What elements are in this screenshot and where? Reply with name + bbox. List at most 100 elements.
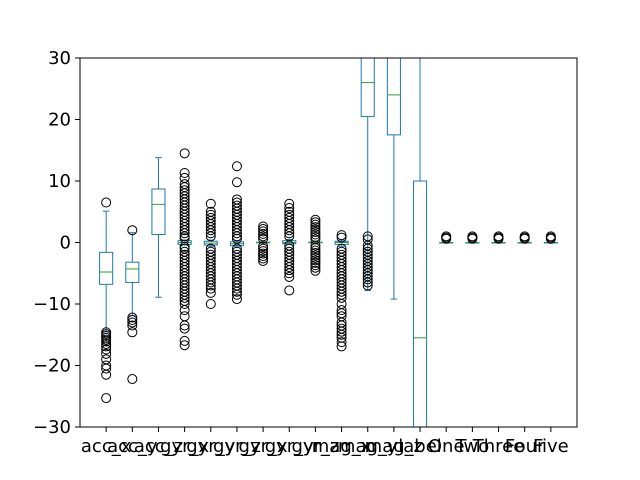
flier-point: [310, 262, 321, 273]
flier-point: [101, 369, 112, 380]
flier-point: [336, 286, 347, 297]
flier-point: [179, 311, 190, 322]
x-tick-label: acc_z: [134, 436, 183, 457]
x-tick-label: gyr_x: [239, 436, 288, 457]
flier-point: [310, 227, 321, 238]
flier-point: [258, 226, 269, 237]
flier-point: [336, 329, 347, 340]
flier-point: [258, 223, 269, 234]
flier-point: [127, 314, 138, 325]
x-tick-label: acc_x: [81, 436, 132, 457]
box-16: [517, 231, 532, 244]
flier-point: [336, 326, 347, 337]
x-tick-label: Three: [472, 436, 525, 457]
flier-point: [336, 341, 347, 352]
flier-point: [101, 197, 112, 208]
y-tick-label: 30: [48, 48, 71, 69]
box-10: [360, 58, 375, 291]
flier-point: [362, 277, 373, 288]
box-12: [413, 58, 428, 427]
flier-point: [258, 221, 269, 232]
flier-point: [284, 268, 295, 279]
flier-point: [258, 253, 269, 264]
flier-point: [101, 338, 112, 349]
box-15: [491, 231, 506, 244]
box-body: [99, 251, 114, 285]
flier-point: [519, 231, 530, 242]
flier-point: [231, 177, 242, 188]
flier-point: [231, 294, 242, 305]
flier-point: [205, 198, 216, 209]
y-tick-label: −20: [33, 356, 71, 377]
flier-point: [310, 265, 321, 276]
flier-point: [231, 289, 242, 300]
flier-point: [258, 246, 269, 257]
flier-point: [284, 271, 295, 282]
box-4: [203, 198, 218, 309]
flier-point: [101, 363, 112, 374]
x-tick-label: label: [398, 436, 442, 457]
x-tick-label: mag_x: [312, 436, 372, 457]
flier-point: [231, 161, 242, 172]
box-0: [99, 197, 114, 404]
flier-point: [179, 323, 190, 334]
box-body: [413, 180, 428, 427]
x-axis: acc_xacc_yacc_zgyr_xgyr_ygyr_zgyr_xgyr_y…: [81, 427, 569, 457]
flier-point: [310, 257, 321, 268]
flier-point: [310, 243, 321, 254]
flier-point: [258, 233, 269, 244]
flier-point: [179, 305, 190, 316]
flier-point: [284, 203, 295, 214]
flier-point: [310, 224, 321, 235]
flier-point: [179, 299, 190, 309]
x-tick-label: gyr_z: [213, 436, 261, 457]
flier-point: [205, 225, 216, 236]
box-17: [543, 231, 558, 244]
flier-point: [179, 335, 190, 346]
boxes-layer: [99, 58, 558, 427]
flier-point: [205, 299, 216, 309]
flier-point: [101, 344, 112, 355]
flier-point: [179, 340, 190, 351]
flier-point: [231, 231, 242, 242]
flier-point: [127, 225, 138, 236]
flier-point: [101, 336, 112, 347]
flier-point: [205, 280, 216, 291]
box-14: [465, 231, 480, 244]
flier-point: [336, 292, 347, 303]
y-tick-label: 0: [60, 233, 71, 254]
flier-point: [205, 231, 216, 242]
y-tick-label: 20: [48, 110, 71, 131]
flier-point: [258, 241, 269, 252]
flier-point: [127, 327, 138, 338]
x-tick-label: mag_z: [365, 436, 423, 457]
box-1: [125, 225, 140, 385]
flier-point: [336, 337, 347, 348]
x-tick-label: Five: [533, 436, 569, 457]
flier-point: [310, 250, 321, 261]
x-tick-label: Four: [505, 436, 545, 457]
flier-point: [310, 222, 321, 233]
flier-point: [284, 262, 295, 273]
flier-point: [310, 255, 321, 266]
x-tick-label: Two: [454, 436, 489, 457]
flier-point: [231, 283, 242, 294]
flier-point: [258, 228, 269, 239]
flier-point: [205, 228, 216, 239]
flier-point: [310, 247, 321, 258]
flier-point: [362, 280, 373, 291]
flier-point: [310, 252, 321, 263]
flier-point: [231, 286, 242, 297]
flier-point: [258, 243, 269, 254]
flier-point: [336, 305, 347, 316]
flier-point: [493, 231, 504, 242]
box-5: [229, 161, 244, 305]
flier-point: [101, 341, 112, 352]
box-body: [360, 58, 375, 117]
flier-point: [310, 219, 321, 230]
flier-point: [284, 198, 295, 209]
x-tick-label: acc_y: [107, 436, 158, 457]
x-tick-label: gyr_z: [291, 436, 339, 457]
y-tick-label: −30: [33, 417, 71, 438]
flier-point: [467, 231, 478, 242]
